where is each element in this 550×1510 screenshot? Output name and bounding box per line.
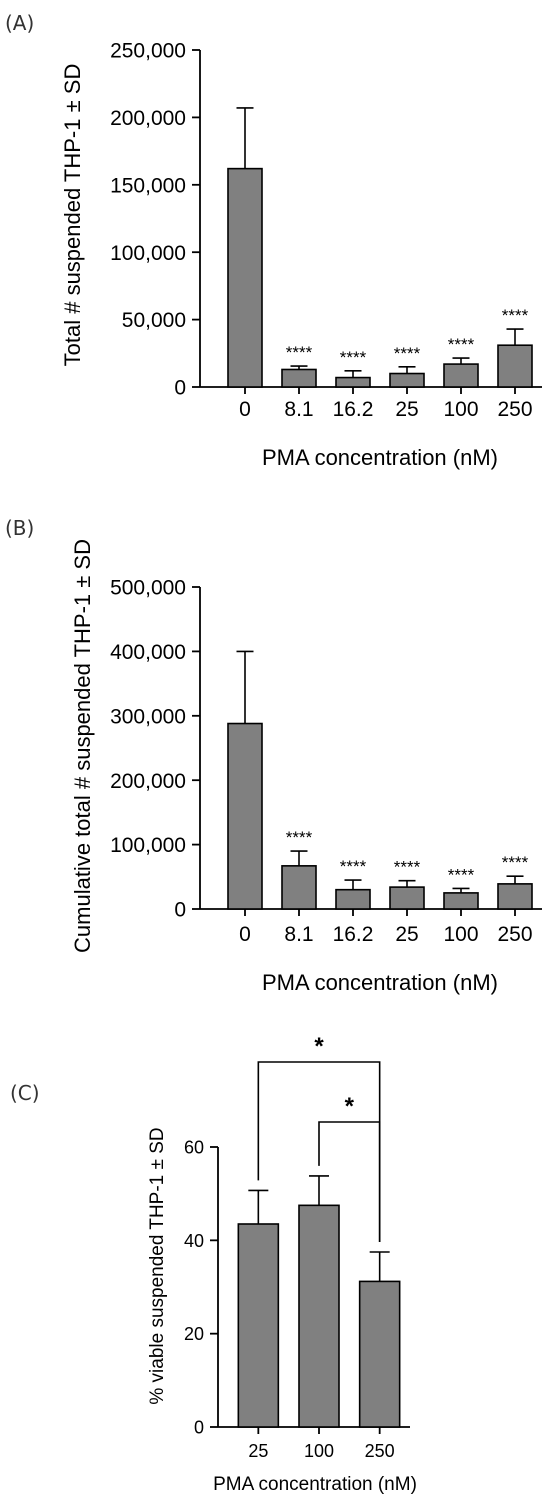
panel-c-bar bbox=[237, 1223, 280, 1428]
panel-b-y-tick-label: 100,000 bbox=[110, 834, 186, 857]
panel-a-plot: 0 50,000 100,000 150,000 200,000 250,000 0 8.1 *… bbox=[110, 40, 542, 421]
panel-a-significance-label: **** bbox=[340, 348, 367, 367]
panel-c-y-tick-label: 40 bbox=[184, 1231, 204, 1251]
panel-a-significance-label: **** bbox=[286, 343, 313, 362]
panel-a-y-tick-label: 50,000 bbox=[122, 309, 186, 332]
panel-b-x-axis-title: PMA concentration (nM) bbox=[262, 970, 498, 995]
panel-a-significance-label: **** bbox=[502, 306, 529, 325]
panel-a-significance-label: **** bbox=[394, 344, 421, 363]
panel-b-x-tick-label: 16.2 bbox=[333, 923, 374, 946]
panel-a-bar bbox=[281, 368, 317, 388]
panel-a-y-tick-label: 0 bbox=[174, 377, 186, 400]
panel-a-x-axis-title: PMA concentration (nM) bbox=[262, 445, 498, 470]
panel-a-x-tick-label: 8.1 bbox=[284, 398, 313, 421]
panel-a-bar bbox=[443, 363, 479, 388]
panel-b-bar bbox=[335, 888, 371, 910]
panel-c-y-axis-title: % viable suspended THP-1 ± SD bbox=[147, 1127, 168, 1404]
panel-b-bar bbox=[443, 892, 479, 910]
panel-b-significance-label: **** bbox=[394, 858, 421, 877]
panel-a-y-axis-title: Total # suspended THP-1 ± SD bbox=[60, 64, 85, 367]
panel-c-x-tick-label: 25 bbox=[248, 1441, 268, 1461]
panel-c-y-tick-label: 0 bbox=[194, 1417, 204, 1437]
panel-a-bar bbox=[227, 167, 263, 388]
panel-a: (A) 050,000100,000150,000200,000250,0000… bbox=[5, 11, 542, 470]
panel-c-bar bbox=[358, 1280, 401, 1428]
panel-a-x-tick-label: 16.2 bbox=[333, 398, 374, 421]
panel-c-y-tick-label: 20 bbox=[184, 1324, 204, 1344]
panel-a-bar bbox=[497, 344, 533, 388]
panel-b-x-tick-label: 8.1 bbox=[284, 923, 313, 946]
panel-a-x-tick-label: 25 bbox=[395, 398, 418, 421]
panel-c-bar bbox=[298, 1204, 340, 1428]
panel-b-y-tick-label: 300,000 bbox=[110, 705, 186, 728]
panel-b-x-tick-label: 250 bbox=[497, 923, 532, 946]
panel-a-bar bbox=[335, 376, 371, 388]
panel-b-x-tick-label: 0 bbox=[239, 923, 251, 946]
panel-c-plot: 0 20 40 60 25 100 250 * * bbox=[184, 1033, 410, 1461]
panel-a-label: (A) bbox=[5, 11, 34, 35]
panel-c-comparison-label: * bbox=[345, 1093, 355, 1120]
panel-b-significance-label: **** bbox=[502, 853, 529, 872]
panel-a-x-tick-label: 250 bbox=[497, 398, 532, 421]
panel-c-y-tick-label: 60 bbox=[184, 1137, 204, 1157]
panel-c-comparison-bracket bbox=[318, 1121, 381, 1242]
panel-b-y-tick-label: 400,000 bbox=[110, 641, 186, 664]
panel-b: (B) 0 100,000 200,000 300,000 400,000 500,000… bbox=[5, 516, 542, 995]
panel-b-bar bbox=[281, 865, 317, 910]
panel-c: (C) 0 20 40 60 25 100 250 * * PMA concentration … bbox=[10, 1033, 417, 1495]
panel-b-plot: 0 100,000 200,000 300,000 400,000 500,000 0 8.1… bbox=[110, 577, 542, 946]
panel-c-label: (C) bbox=[10, 1081, 40, 1105]
panel-a-x-tick-label: 100 bbox=[443, 398, 478, 421]
panel-b-bar bbox=[497, 883, 533, 910]
panel-b-x-tick-label: 25 bbox=[395, 923, 418, 946]
panel-b-y-tick-label: 0 bbox=[174, 899, 186, 922]
panel-c-x-tick-label: 100 bbox=[304, 1441, 334, 1461]
panel-b-y-tick-label: 500,000 bbox=[110, 577, 186, 600]
panel-b-significance-label: **** bbox=[286, 828, 313, 847]
panel-a-bar bbox=[389, 372, 425, 388]
panel-b-y-tick-label: 200,000 bbox=[110, 770, 186, 793]
panel-a-x-tick-label: 0 bbox=[239, 398, 251, 421]
panel-a-y-tick-label: 250,000 bbox=[110, 40, 186, 63]
panel-c-x-axis-title: PMA concentration (nM) bbox=[213, 1474, 417, 1495]
panel-a-y-tick-label: 200,000 bbox=[110, 107, 186, 130]
panel-b-label: (B) bbox=[5, 516, 34, 540]
panel-b-y-axis-title: Cumulative total # suspended THP-1 ± SD bbox=[70, 539, 95, 953]
panel-b-bar bbox=[227, 722, 263, 910]
panel-b-significance-label: **** bbox=[448, 865, 475, 884]
panel-b-bar bbox=[389, 886, 425, 910]
panel-a-y-tick-label: 150,000 bbox=[110, 174, 186, 197]
panel-b-x-tick-label: 100 bbox=[443, 923, 478, 946]
panel-c-x-tick-label: 250 bbox=[365, 1441, 395, 1461]
panel-c-comparison-label: * bbox=[314, 1033, 324, 1060]
panel-b-significance-label: **** bbox=[340, 857, 367, 876]
panel-a-y-tick-label: 100,000 bbox=[110, 242, 186, 265]
panel-a-significance-label: **** bbox=[448, 335, 475, 354]
